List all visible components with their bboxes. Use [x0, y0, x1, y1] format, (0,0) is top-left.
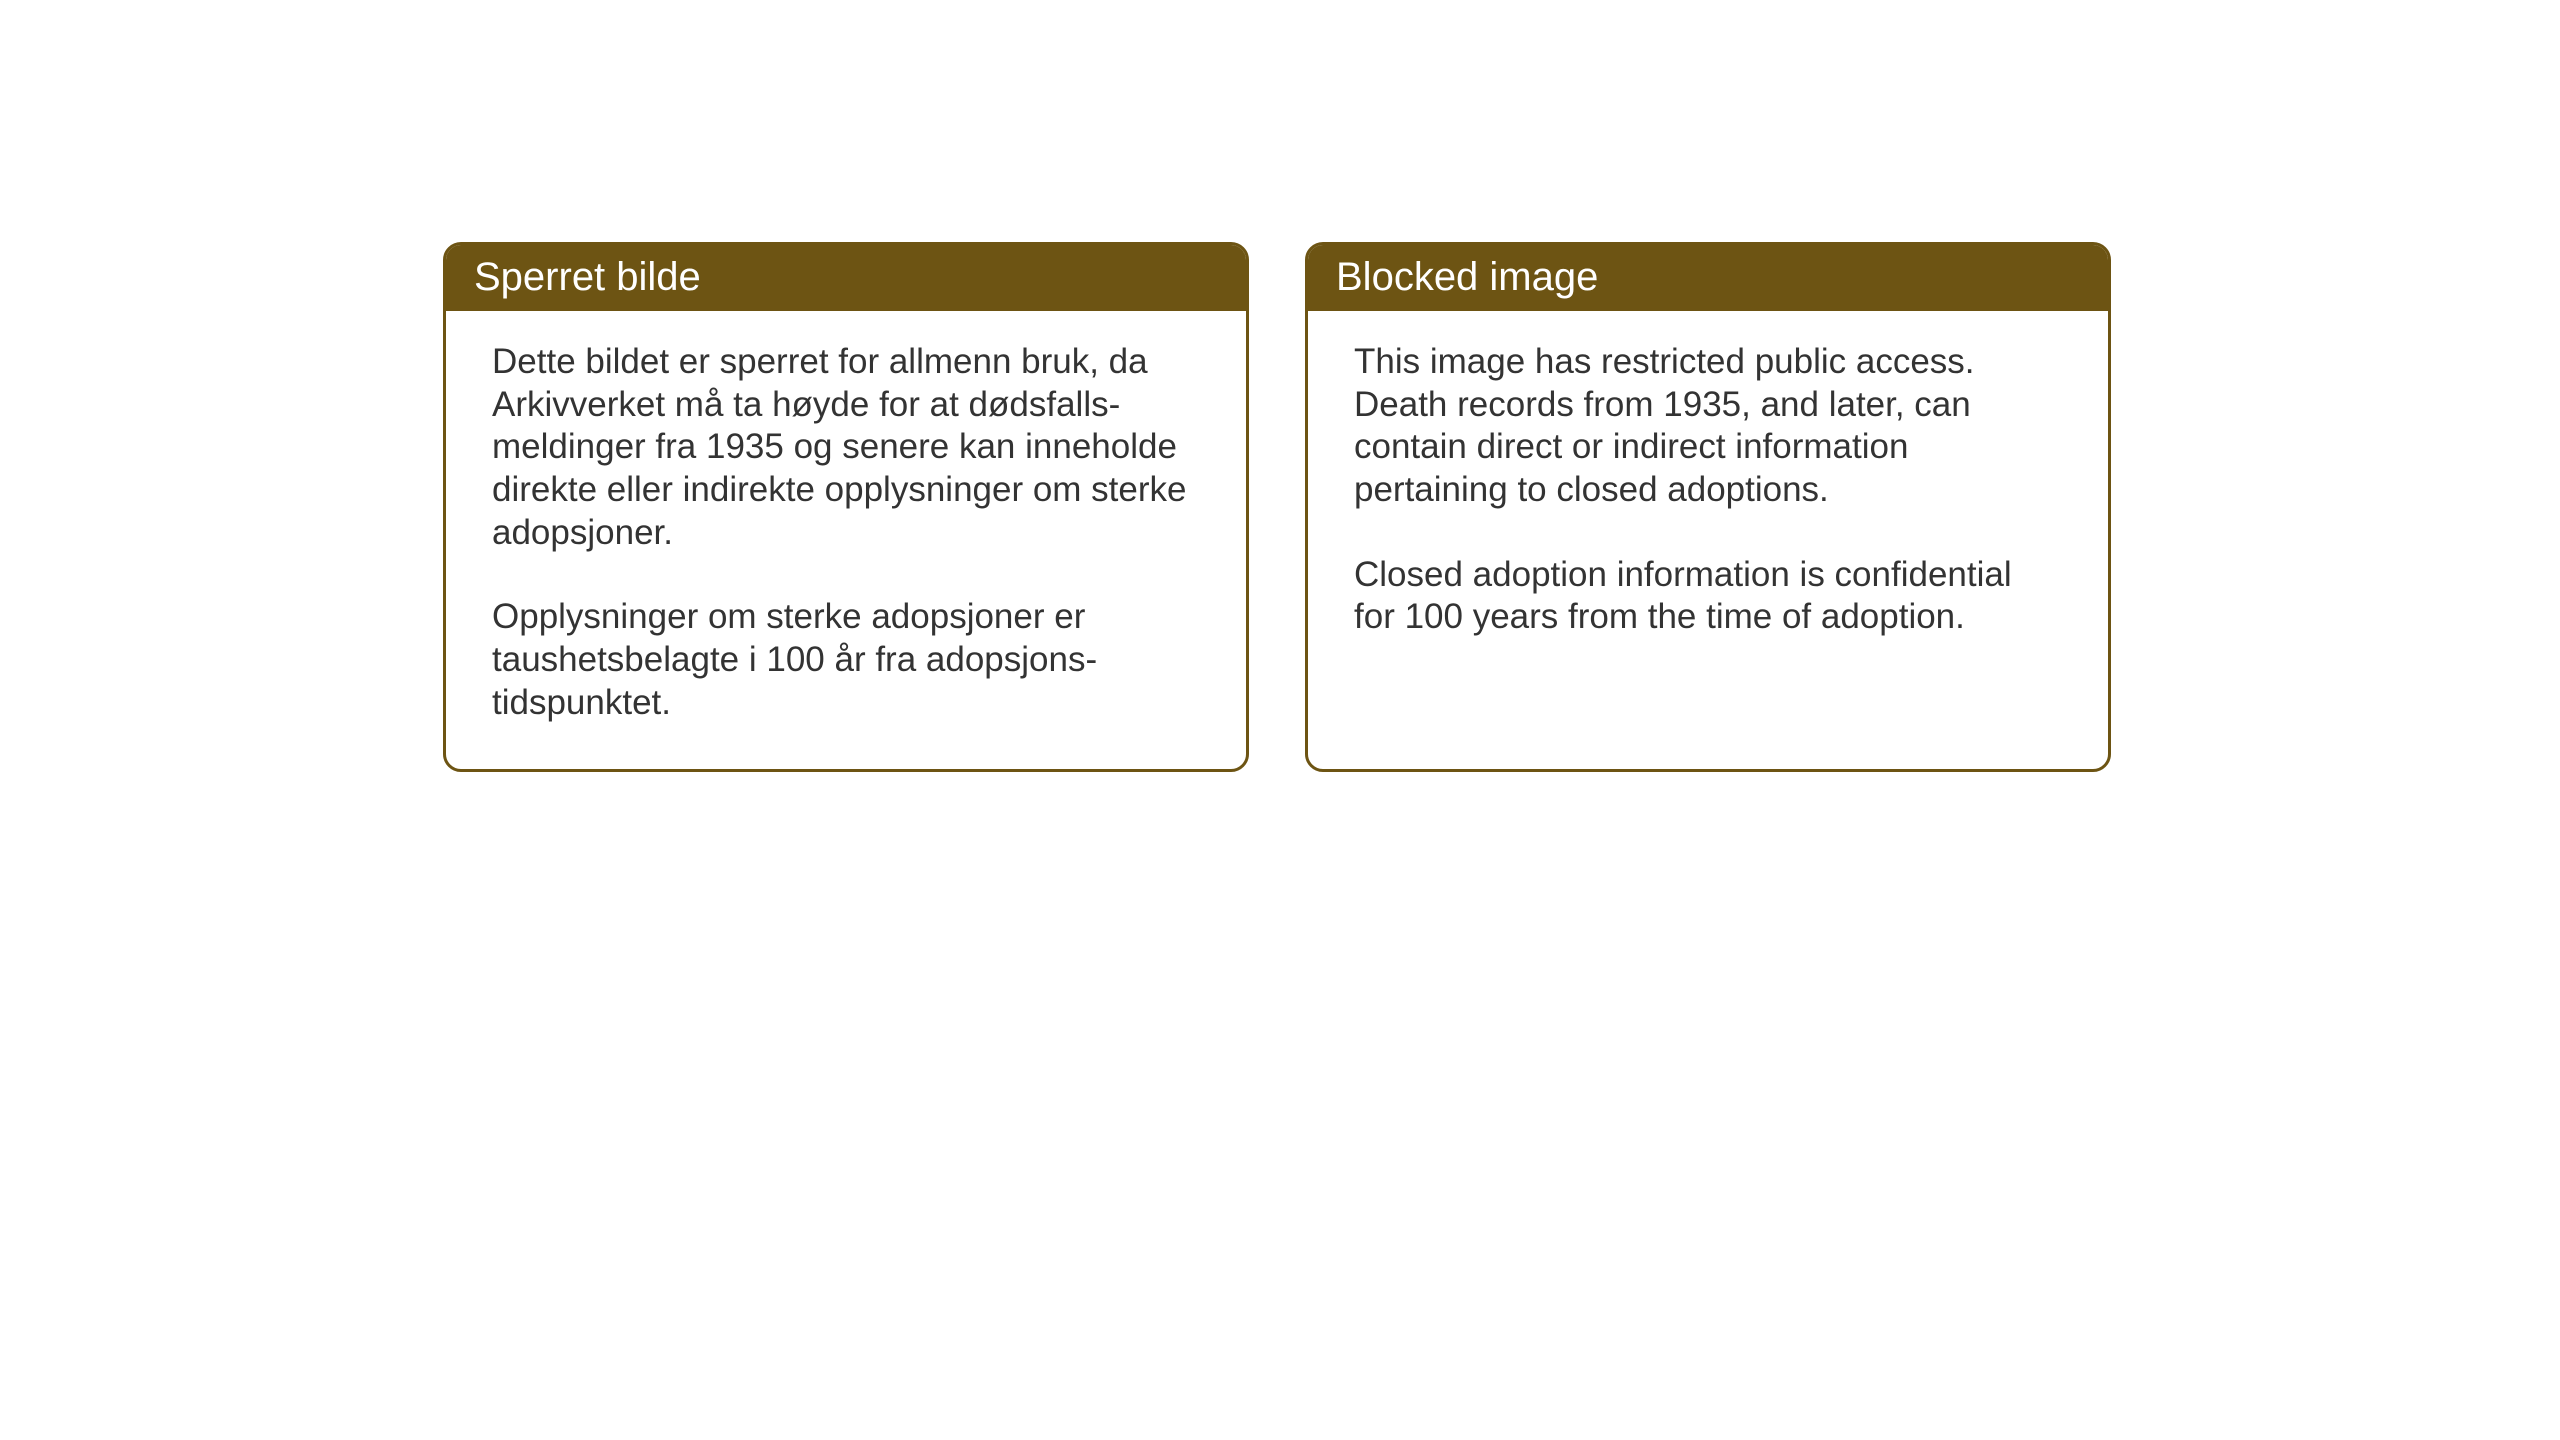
card-title-norwegian: Sperret bilde [446, 245, 1246, 311]
notice-card-norwegian: Sperret bilde Dette bildet er sperret fo… [443, 242, 1249, 772]
card-body-english: This image has restricted public access.… [1308, 311, 2108, 683]
card-title-english: Blocked image [1308, 245, 2108, 311]
notice-card-english: Blocked image This image has restricted … [1305, 242, 2111, 772]
notice-container: Sperret bilde Dette bildet er sperret fo… [443, 242, 2111, 772]
card-body-norwegian: Dette bildet er sperret for allmenn bruk… [446, 311, 1246, 769]
card-paragraph-2-norwegian: Opplysninger om sterke adopsjoner er tau… [492, 596, 1200, 724]
card-paragraph-1-english: This image has restricted public access.… [1354, 341, 2062, 512]
card-paragraph-2-english: Closed adoption information is confident… [1354, 554, 2062, 639]
card-paragraph-1-norwegian: Dette bildet er sperret for allmenn bruk… [492, 341, 1200, 554]
